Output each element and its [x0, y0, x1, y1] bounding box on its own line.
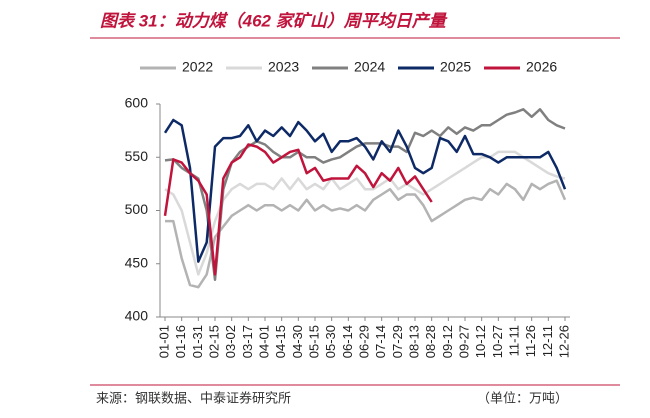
- x-tick-label: 05-15: [306, 325, 321, 358]
- legend-label: 2023: [268, 59, 299, 75]
- x-tick-label: 01-01: [156, 325, 171, 358]
- x-tick-label: 11-26: [523, 325, 538, 357]
- x-tick-label: 04-15: [273, 325, 288, 358]
- y-tick-label: 400: [125, 308, 149, 324]
- x-tick-label: 09-27: [456, 325, 471, 358]
- legend-label: 2022: [182, 59, 213, 75]
- x-tick-label: 01-16: [173, 325, 188, 358]
- x-tick-label: 06-29: [356, 325, 371, 358]
- legend-label: 2025: [440, 59, 471, 75]
- x-tick-label: 08-28: [423, 325, 438, 358]
- x-tick-label: 12-11: [540, 325, 555, 357]
- x-tick-label: 09-12: [440, 325, 455, 358]
- x-tick-label: 05-30: [323, 325, 338, 358]
- x-tick-label: 04-01: [256, 325, 271, 358]
- unit-note: （单位：万吨）: [477, 390, 568, 405]
- y-tick-label: 450: [125, 254, 149, 270]
- x-tick-label: 03-02: [223, 325, 238, 358]
- x-tick-label: 07-14: [373, 325, 388, 358]
- source: 来源：钢联数据、中泰证券研究所: [96, 390, 291, 405]
- series-line: [164, 150, 566, 276]
- legend-label: 2024: [354, 59, 385, 75]
- x-tick-label: 12-26: [556, 325, 571, 358]
- x-tick-label: 08-13: [406, 325, 421, 358]
- series-line: [163, 143, 433, 276]
- x-tick-label: 01-31: [190, 325, 205, 358]
- legend-label: 2026: [526, 59, 557, 75]
- x-tick-label: 11-11: [506, 325, 521, 356]
- x-tick-label: 03-17: [240, 325, 255, 358]
- y-tick-label: 600: [125, 95, 149, 111]
- x-tick-label: 02-15: [206, 325, 221, 358]
- x-tick-label: 10-12: [473, 325, 488, 358]
- x-tick-label: 06-14: [340, 325, 355, 358]
- series-line: [165, 179, 567, 289]
- y-tick-label: 500: [125, 201, 149, 217]
- x-tick-label: 07-29: [390, 325, 405, 358]
- y-tick-label: 550: [125, 148, 149, 164]
- series-line: [163, 118, 567, 263]
- series-line: [164, 108, 566, 281]
- chart-title: 图表 31：动力煤（462 家矿山）周平均日产量: [100, 11, 448, 30]
- x-tick-label: 04-30: [290, 325, 305, 358]
- x-tick-label: 10-27: [490, 325, 505, 358]
